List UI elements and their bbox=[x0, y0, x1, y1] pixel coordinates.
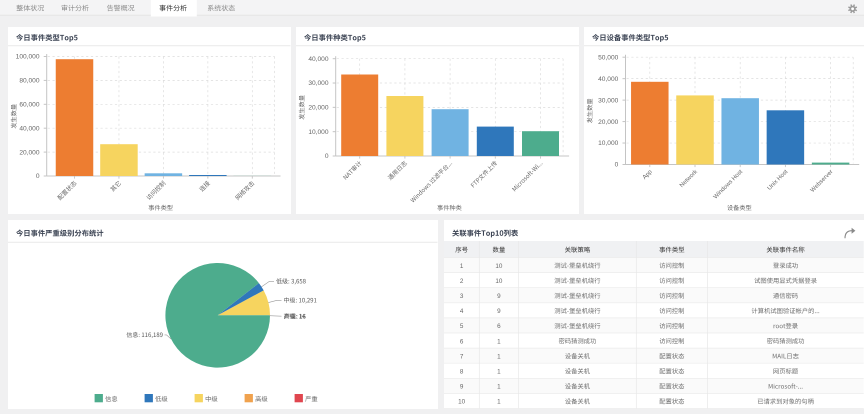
svg-text:1: 1 bbox=[497, 354, 501, 361]
svg-text:6: 6 bbox=[497, 323, 501, 330]
svg-text:10: 10 bbox=[496, 278, 504, 285]
svg-text:6: 6 bbox=[460, 339, 464, 346]
svg-text:50,000: 50,000 bbox=[598, 54, 619, 61]
svg-text:40,000: 40,000 bbox=[598, 76, 619, 83]
svg-text:80,000: 80,000 bbox=[19, 78, 40, 85]
svg-text:App: App bbox=[642, 169, 654, 181]
svg-text:10,000: 10,000 bbox=[308, 129, 329, 136]
svg-text:9: 9 bbox=[497, 308, 501, 315]
svg-text:40,000: 40,000 bbox=[308, 56, 329, 63]
svg-text:30,000: 30,000 bbox=[308, 80, 329, 87]
svg-text:0: 0 bbox=[615, 162, 619, 169]
svg-text:7: 7 bbox=[460, 354, 464, 361]
svg-text:Network: Network bbox=[679, 168, 700, 189]
svg-text:Windows Host: Windows Host bbox=[713, 169, 745, 201]
svg-text:60,000: 60,000 bbox=[19, 102, 40, 109]
svg-text:10: 10 bbox=[458, 399, 466, 406]
svg-text:4: 4 bbox=[460, 308, 464, 315]
svg-text:10,000: 10,000 bbox=[598, 140, 619, 147]
svg-text:30,000: 30,000 bbox=[598, 97, 619, 104]
svg-text:Webserver: Webserver bbox=[810, 169, 835, 194]
svg-text:100,000: 100,000 bbox=[16, 54, 40, 61]
svg-text:0: 0 bbox=[325, 153, 329, 160]
svg-text:1: 1 bbox=[497, 384, 501, 391]
svg-text:20,000: 20,000 bbox=[598, 119, 619, 126]
svg-text:40,000: 40,000 bbox=[19, 125, 40, 132]
svg-text:8: 8 bbox=[460, 369, 464, 376]
svg-text:0: 0 bbox=[36, 173, 40, 180]
svg-text:1: 1 bbox=[460, 263, 464, 270]
svg-text:2: 2 bbox=[460, 278, 464, 285]
svg-text:1: 1 bbox=[497, 339, 501, 346]
svg-text:20,000: 20,000 bbox=[308, 105, 329, 112]
svg-text:1: 1 bbox=[497, 399, 501, 406]
svg-text:3: 3 bbox=[460, 293, 464, 300]
svg-text:1: 1 bbox=[497, 369, 501, 376]
svg-text:Unix Host: Unix Host bbox=[767, 169, 790, 192]
svg-text:9: 9 bbox=[460, 384, 464, 391]
svg-text:10: 10 bbox=[496, 263, 504, 270]
svg-text:9: 9 bbox=[497, 293, 501, 300]
svg-text:5: 5 bbox=[460, 323, 464, 330]
svg-text:20,000: 20,000 bbox=[19, 149, 40, 156]
